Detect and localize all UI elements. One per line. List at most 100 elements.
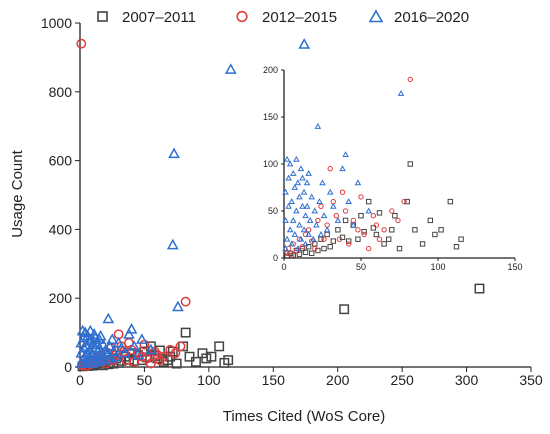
legend-label-0: 2007–2011 — [122, 9, 196, 26]
inset-point — [319, 179, 326, 186]
inset-point — [376, 210, 383, 216]
inset-point — [342, 151, 349, 158]
legend-label-2: 2016–2020 — [394, 9, 469, 26]
inset-point — [312, 245, 318, 252]
main-x-tick-label: 0 — [76, 372, 84, 388]
inset-point — [355, 236, 361, 242]
inset-point — [302, 240, 309, 247]
inset-point — [381, 241, 387, 247]
inset-point — [381, 227, 387, 233]
legend-marker-triangle — [368, 9, 384, 23]
main-point — [102, 312, 115, 324]
inset-point — [335, 227, 341, 233]
inset-point — [288, 240, 295, 247]
inset-point — [427, 217, 434, 224]
inset-point — [366, 245, 372, 252]
y-axis-title: Usage Count — [9, 149, 26, 237]
inset-point — [407, 161, 413, 167]
inset-point — [432, 231, 438, 238]
main-point — [172, 300, 184, 312]
inset-point — [397, 90, 405, 96]
inset-point — [361, 228, 367, 235]
main-y-tick-label: 200 — [49, 290, 73, 306]
inset-point — [293, 155, 300, 162]
legend-entry-0: 2007–2011 — [97, 9, 196, 26]
x-axis-title: Times Cited (WoS Core) — [223, 408, 386, 425]
main-point — [119, 347, 131, 358]
inset-point — [289, 169, 297, 176]
inset-x-tick-label: 100 — [430, 262, 445, 272]
inset-point — [296, 251, 303, 257]
inset-point — [438, 227, 444, 233]
legend: 2007–2011 2012–2015 2016–2020 — [97, 9, 469, 26]
inset-x-tick-label: 50 — [356, 262, 366, 272]
inset-point — [358, 213, 364, 219]
legend-label-1: 2012–2015 — [262, 9, 337, 26]
inset-point — [285, 202, 292, 209]
inset-point — [303, 179, 311, 186]
inset-point — [330, 202, 337, 209]
main-point — [123, 328, 135, 339]
inset-point — [386, 236, 392, 242]
main-point — [191, 356, 201, 367]
inset-point — [370, 213, 377, 219]
main-point — [106, 333, 119, 344]
main-point — [77, 331, 90, 343]
main-point — [77, 341, 90, 353]
inset-point — [300, 226, 308, 233]
inset-point — [303, 202, 311, 209]
inset-point — [324, 231, 330, 238]
inset-point — [286, 226, 294, 233]
inset-point — [305, 169, 312, 176]
main-point — [136, 351, 147, 362]
inset-point — [282, 245, 289, 252]
inset-point — [345, 238, 352, 244]
inset-point — [291, 231, 299, 237]
inset-point — [396, 245, 403, 252]
main-point — [135, 333, 148, 344]
inset-point — [458, 236, 464, 242]
inset-point — [404, 198, 410, 205]
inset-point — [339, 165, 346, 172]
inset-point — [412, 227, 418, 233]
inset-point — [316, 198, 323, 205]
inset-point — [370, 225, 377, 231]
inset-point — [361, 231, 367, 238]
main-x-tick-label: 200 — [326, 372, 350, 388]
inset-point — [291, 184, 299, 190]
main-point — [171, 358, 182, 369]
inset-point — [373, 222, 380, 228]
inset-point — [389, 208, 395, 214]
inset-plot: 0 50 100 150 0 50 100 150 200 — [263, 65, 523, 272]
inset-y-tick-label: 200 — [263, 65, 278, 75]
inset-point — [318, 236, 324, 242]
inset-point — [419, 241, 426, 247]
inset-point — [365, 207, 372, 214]
main-point — [201, 353, 212, 364]
inset-point — [300, 188, 308, 195]
inset-point — [289, 252, 295, 258]
inset-point — [285, 174, 292, 181]
inset-point — [299, 174, 306, 181]
inset-point — [321, 245, 327, 252]
main-point — [152, 350, 163, 360]
inset-point — [326, 188, 334, 195]
inset-point — [350, 221, 357, 228]
inset-point — [321, 236, 327, 242]
main-point — [94, 329, 107, 341]
inset-point — [389, 227, 395, 233]
main-series-2 — [75, 38, 311, 369]
inset-point — [294, 179, 302, 186]
main-point — [184, 351, 195, 362]
inset-point — [297, 235, 305, 242]
inset-point — [282, 216, 289, 223]
inset-series-0 — [284, 161, 464, 259]
inset-point — [401, 198, 407, 205]
main-point — [167, 346, 178, 357]
inset-point — [289, 216, 297, 223]
main-x-tick-label: 300 — [455, 372, 479, 388]
main-point — [166, 238, 179, 250]
inset-series-2 — [282, 90, 405, 252]
